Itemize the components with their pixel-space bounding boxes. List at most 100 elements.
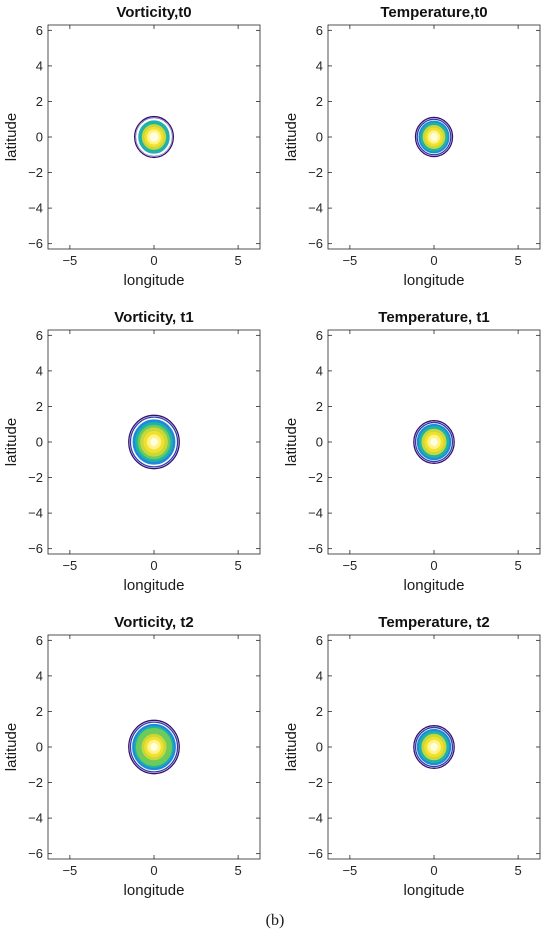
x-tick-label: −5 — [62, 253, 77, 268]
contour-gap-ring — [136, 118, 172, 156]
chart-title: Temperature, t1 — [378, 309, 489, 326]
x-axis-label: longitude — [404, 882, 465, 899]
x-tick-label: 5 — [515, 253, 522, 268]
contour-group — [414, 116, 454, 158]
y-tick-label: −2 — [28, 775, 43, 790]
chart-title: Temperature,t0 — [380, 4, 487, 21]
y-tick-label: 6 — [36, 23, 43, 38]
y-axis-label: latitude — [3, 723, 20, 771]
x-tick-label: 5 — [235, 558, 242, 573]
x-tick-label: −5 — [62, 558, 77, 573]
contour-level-8 — [430, 743, 438, 751]
contour-level-9 — [150, 438, 158, 446]
y-tick-label: −2 — [308, 470, 323, 485]
y-tick-label: 0 — [316, 435, 323, 450]
chart-panel-temperature-t0: −5 0 5 6 4 2 0 −2 −4 −6 Temperature,t0 longitude lat… — [283, 4, 541, 289]
y-tick-label: 4 — [316, 58, 323, 73]
y-tick-label: 2 — [316, 94, 323, 109]
y-tick-label: 6 — [316, 633, 323, 648]
chart-panel-vorticity-t2: −5 0 5 6 4 2 0 −2 −4 −6 Vorticity, t2 longitude lati… — [3, 614, 261, 899]
contour-level-1 — [413, 420, 455, 464]
y-tick-label: 0 — [316, 740, 323, 755]
y-tick-label: 6 — [316, 23, 323, 38]
chart-panel-temperature-t1: −5 0 5 6 4 2 0 −2 −4 −6 Temperature, t1 longitude la… — [283, 309, 541, 594]
y-tick-label: −2 — [28, 470, 43, 485]
y-axis-label: latitude — [283, 113, 300, 161]
x-tick-label: 0 — [430, 253, 437, 268]
contour-group — [134, 115, 174, 159]
chart-title: Vorticity, t2 — [114, 614, 193, 631]
y-tick-label: −6 — [28, 846, 43, 861]
contour-level-2 — [414, 726, 454, 768]
x-tick-label: −5 — [342, 863, 357, 878]
y-tick-label: 0 — [36, 130, 43, 145]
y-tick-label: 4 — [36, 668, 43, 683]
contour-level-2 — [414, 421, 454, 463]
contour-level-2 — [129, 721, 179, 773]
y-tick-label: −4 — [28, 811, 43, 826]
contour-group — [413, 725, 455, 769]
x-tick-label: 0 — [150, 253, 157, 268]
contour-level-1 — [128, 414, 180, 470]
contour-group — [128, 719, 180, 775]
figure-caption: (b) — [265, 912, 285, 929]
x-tick-label: 0 — [150, 558, 157, 573]
y-tick-label: 0 — [36, 740, 43, 755]
y-axis-label: latitude — [3, 113, 20, 161]
x-tick-label: 5 — [235, 253, 242, 268]
y-tick-label: 2 — [36, 399, 43, 414]
y-tick-label: 6 — [316, 328, 323, 343]
x-axis-label: longitude — [124, 577, 185, 594]
y-tick-label: 4 — [316, 668, 323, 683]
chart-panel-vorticity-t0: −5 0 5 6 4 2 0 −2 −4 −6 Vorticity,t0 longitude latit… — [3, 4, 261, 289]
y-tick-label: −4 — [28, 506, 43, 521]
y-tick-label: 2 — [36, 704, 43, 719]
contour-level-1 — [414, 116, 454, 158]
contour-level-8 — [149, 132, 159, 142]
y-tick-label: −2 — [308, 165, 323, 180]
y-tick-label: −6 — [308, 541, 323, 556]
x-axis-label: longitude — [404, 272, 465, 289]
y-tick-label: −2 — [308, 775, 323, 790]
y-tick-label: 2 — [36, 94, 43, 109]
x-tick-label: −5 — [342, 253, 357, 268]
x-tick-label: 0 — [430, 863, 437, 878]
x-tick-label: 5 — [235, 863, 242, 878]
y-tick-label: 0 — [316, 130, 323, 145]
y-tick-label: 2 — [316, 704, 323, 719]
x-tick-label: −5 — [62, 863, 77, 878]
y-tick-label: −4 — [308, 811, 323, 826]
y-tick-label: −6 — [28, 236, 43, 251]
y-tick-label: 0 — [36, 435, 43, 450]
y-tick-label: 4 — [36, 58, 43, 73]
y-tick-label: −6 — [308, 236, 323, 251]
x-tick-label: 0 — [150, 863, 157, 878]
contour-level-1 — [134, 115, 174, 159]
y-tick-label: 4 — [316, 363, 323, 378]
chart-title: Vorticity, t1 — [114, 309, 193, 326]
chart-title: Temperature, t2 — [378, 614, 489, 631]
y-axis-label: latitude — [283, 723, 300, 771]
chart-title: Vorticity,t0 — [116, 4, 191, 21]
contour-level-1 — [128, 719, 180, 775]
x-axis-label: longitude — [124, 882, 185, 899]
contour-level-1 — [413, 725, 455, 769]
contour-group — [128, 414, 180, 470]
y-axis-label: latitude — [283, 418, 300, 466]
x-axis-label: longitude — [124, 272, 185, 289]
x-tick-label: 0 — [430, 558, 437, 573]
y-tick-label: −6 — [308, 846, 323, 861]
y-tick-label: −2 — [28, 165, 43, 180]
y-tick-label: −4 — [28, 201, 43, 216]
contour-level-10 — [150, 743, 158, 751]
y-tick-label: 6 — [36, 328, 43, 343]
x-tick-label: −5 — [342, 558, 357, 573]
y-tick-label: −4 — [308, 201, 323, 216]
y-tick-label: 6 — [36, 633, 43, 648]
chart-panel-vorticity-t1: −5 0 5 6 4 2 0 −2 −4 −6 Vorticity, t1 longitude lati… — [3, 309, 261, 594]
contour-level-8 — [430, 133, 438, 141]
x-tick-label: 5 — [515, 863, 522, 878]
y-axis-label: latitude — [3, 418, 20, 466]
contour-level-2 — [416, 118, 452, 156]
